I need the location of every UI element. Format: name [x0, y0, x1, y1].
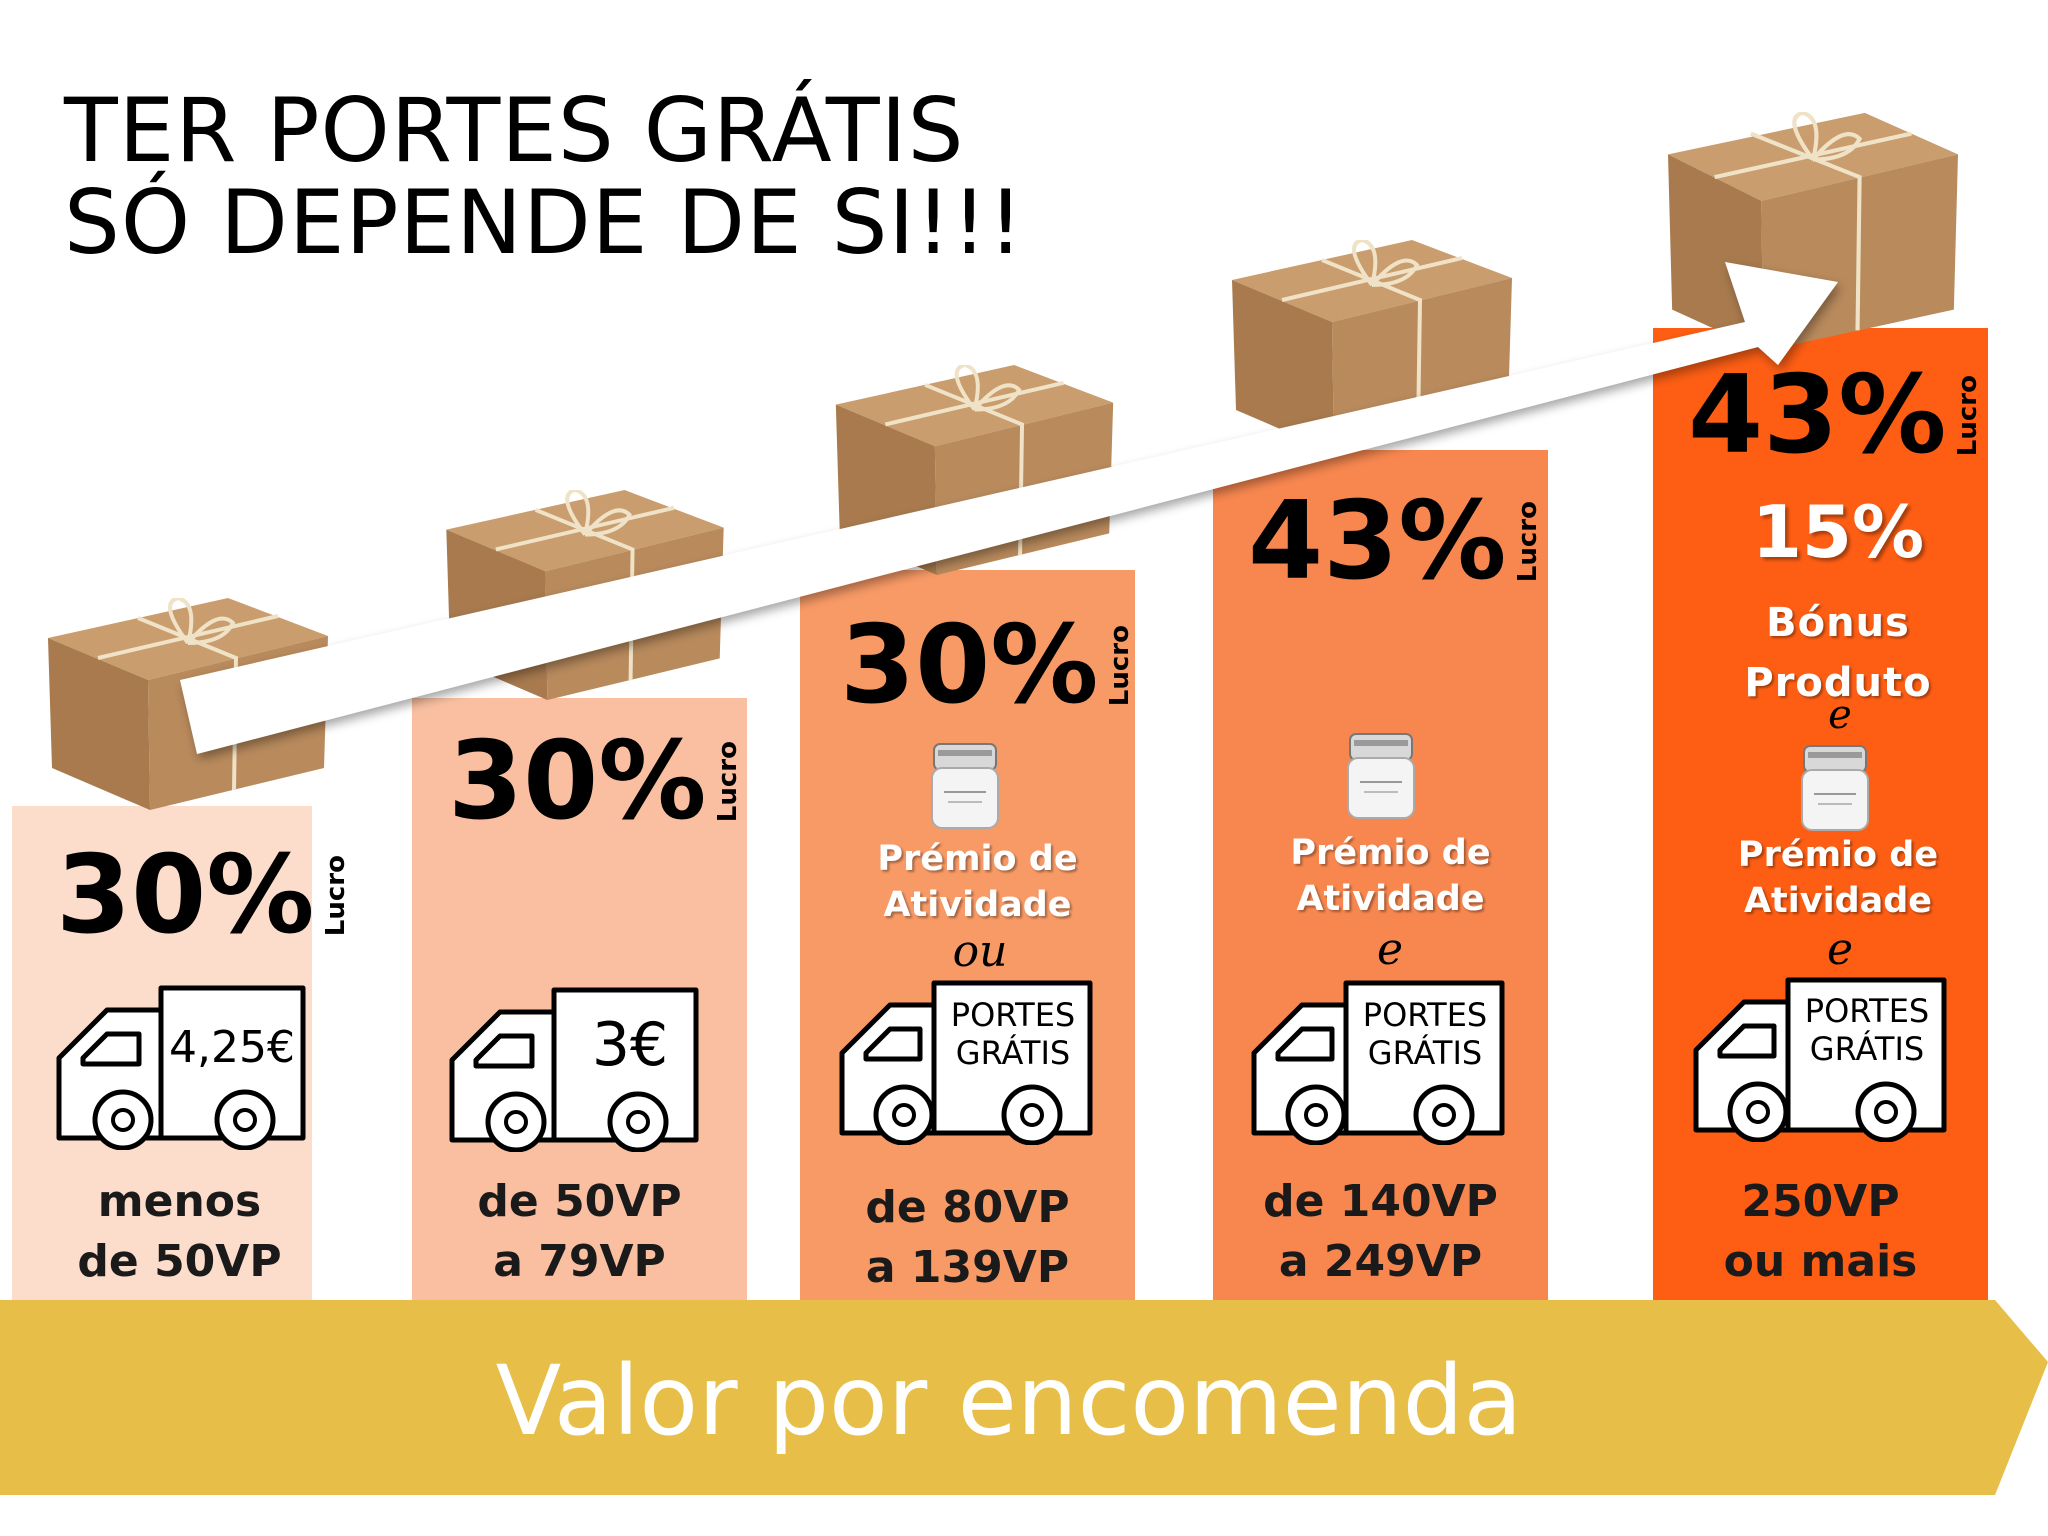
tier-4-bar — [1213, 450, 1548, 1308]
lucro-label: Lucro — [320, 855, 351, 937]
range-line-1: de 50VP — [477, 1176, 682, 1227]
truck-line-2: GRÁTIS — [1809, 1030, 1925, 1068]
lucro-label: Lucro — [1952, 375, 1983, 457]
truck-line-2: GRÁTIS — [1367, 1034, 1483, 1072]
conjunction-text: e — [1376, 924, 1404, 975]
premio-line-1: Prémio de — [877, 839, 1078, 879]
headline-line-2: SÓ DEPENDE DE SI!!! — [64, 171, 1025, 274]
premio-line-2: Atividade — [1296, 879, 1485, 919]
premio-line-1: Prémio de — [1290, 833, 1491, 873]
truck-icon — [448, 982, 704, 1152]
truck-text: PORTES GRÁTIS — [938, 996, 1088, 1072]
tier-3-profit: 30% Lucro — [840, 612, 1135, 720]
cream-jar-icon — [1347, 733, 1415, 819]
tier-5-range: 250VP ou mais — [1653, 1172, 1988, 1292]
headline-line-1: TER PORTES GRÁTIS — [64, 79, 965, 182]
tier-5-profit: 43% Lucro — [1688, 362, 1983, 470]
truck-text: PORTES GRÁTIS — [1792, 992, 1942, 1068]
truck-icon — [55, 980, 311, 1150]
range-line-2: a 139VP — [865, 1242, 1070, 1293]
lucro-label: Lucro — [1104, 625, 1135, 707]
bonus-line-1: Bónus — [1766, 600, 1910, 646]
truck-line-1: PORTES — [1362, 996, 1488, 1034]
cream-jar-icon — [931, 743, 999, 829]
range-line-1: 250VP — [1741, 1176, 1900, 1227]
truck-text: PORTES GRÁTIS — [1350, 996, 1500, 1072]
tier-2-profit: 30% Lucro — [448, 728, 743, 836]
headline: TER PORTES GRÁTIS SÓ DEPENDE DE SI!!! — [64, 85, 1024, 269]
truck-icon — [1250, 975, 1510, 1145]
tier-4-premio: Prémio de Atividade — [1213, 830, 1568, 922]
range-line-1: de 140VP — [1263, 1176, 1498, 1227]
tier-1-profit: 30% Lucro — [56, 842, 351, 950]
truck-text: 4,25€ — [169, 1022, 295, 1073]
tier-4-range: de 140VP a 249VP — [1213, 1172, 1548, 1292]
truck-line-1: PORTES — [950, 996, 1076, 1034]
premio-line-2: Atividade — [883, 885, 1072, 925]
conjunction-text: ou — [952, 926, 1008, 977]
conjunction-text: e — [1826, 924, 1854, 975]
truck-icon — [838, 975, 1098, 1145]
tier-1-range: menos de 50VP — [12, 1172, 347, 1292]
range-line-1: de 80VP — [865, 1182, 1070, 1233]
range-line-2: de 50VP — [77, 1236, 282, 1287]
tier-3-range: de 80VP a 139VP — [800, 1178, 1135, 1298]
premio-line-2: Atividade — [1743, 881, 1933, 921]
range-line-1: menos — [97, 1176, 262, 1227]
range-line-2: a 79VP — [493, 1236, 666, 1287]
profit-percent: 43% — [1688, 353, 1947, 478]
tier-3-premio: Prémio de Atividade — [800, 836, 1155, 928]
profit-percent: 30% — [840, 603, 1099, 728]
tier-3-bar — [800, 570, 1135, 1308]
truck-line-1: PORTES — [1804, 992, 1930, 1030]
tier-4-profit: 43% Lucro — [1248, 488, 1543, 596]
cream-jar-icon — [1801, 745, 1869, 831]
premio-line-1: Prémio de — [1737, 835, 1939, 875]
profit-percent: 30% — [448, 719, 707, 844]
lucro-label: Lucro — [1512, 501, 1543, 583]
range-line-2: ou mais — [1723, 1236, 1918, 1287]
axis-label: Valor por encomenda — [495, 1345, 1523, 1457]
lucro-label: Lucro — [712, 741, 743, 823]
truck-line-2: GRÁTIS — [955, 1034, 1071, 1072]
value-axis-band — [0, 1300, 2048, 1495]
profit-percent: 30% — [56, 833, 315, 958]
bonus-line-2: Produto — [1744, 660, 1932, 706]
truck-text: 3€ — [591, 1010, 669, 1080]
bonus-text: Bónus Produto — [1653, 593, 2023, 713]
bonus-percent: 15% — [1751, 490, 1925, 574]
truck-icon — [1692, 972, 1952, 1142]
profit-percent: 43% — [1248, 479, 1507, 604]
range-line-2: a 249VP — [1278, 1236, 1483, 1287]
conjunction-text: e — [1828, 692, 1852, 738]
tier-5-premio: Prémio de Atividade — [1653, 832, 2023, 924]
tier-2-range: de 50VP a 79VP — [412, 1172, 747, 1292]
